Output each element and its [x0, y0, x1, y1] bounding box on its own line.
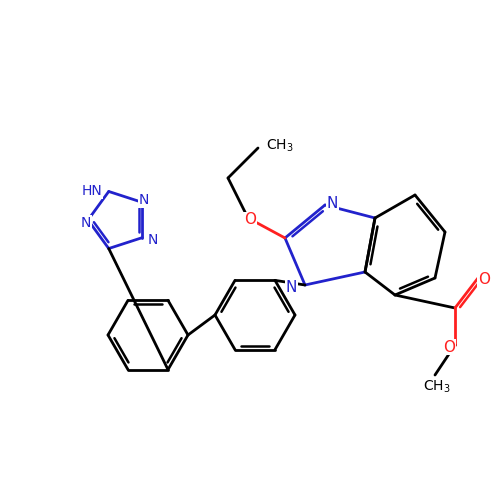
Text: N: N	[327, 196, 338, 210]
Text: O: O	[478, 272, 490, 287]
Text: O: O	[244, 212, 256, 228]
Text: N: N	[286, 280, 297, 294]
Text: O: O	[443, 340, 455, 354]
Text: CH$_3$: CH$_3$	[423, 379, 451, 396]
Text: N: N	[81, 216, 91, 230]
Text: N: N	[148, 232, 158, 246]
Text: N: N	[139, 194, 149, 207]
Text: HN: HN	[82, 184, 102, 198]
Text: CH$_3$: CH$_3$	[266, 138, 293, 154]
